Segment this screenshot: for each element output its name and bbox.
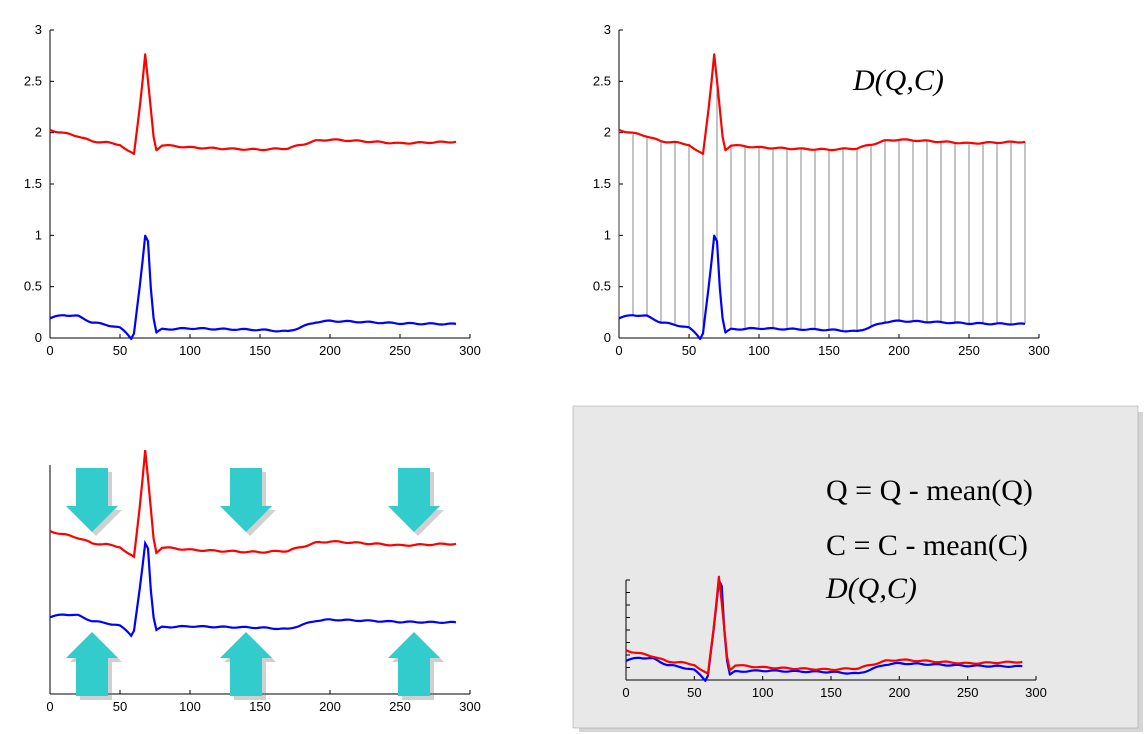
chart-offset-shift: 0 50 100 150 200 250 300: [46, 449, 481, 714]
arrow-up-icon: [388, 632, 440, 696]
c-mean-formula: C = C - mean(C): [826, 529, 1028, 562]
arrow-up-icon: [220, 632, 272, 696]
arrow-down-icon: [220, 468, 272, 532]
series-c-line: [618, 234, 1026, 340]
x-tick-label: 200: [319, 699, 341, 714]
series-c-line: [625, 579, 1023, 682]
x-tick-label: 50: [113, 343, 127, 358]
y-tick-label: 1.5: [593, 176, 611, 191]
normalized-panel: [572, 405, 1139, 729]
series-c-line: [49, 234, 457, 340]
x-tick-label: 100: [179, 699, 201, 714]
x-tick-label: 250: [389, 343, 411, 358]
x-tick-label: 200: [888, 343, 910, 358]
series-q-line: [625, 575, 1023, 675]
normalized-distance-label: D(Q,C): [825, 572, 917, 605]
y-tick-label: 1: [604, 227, 611, 242]
series-q-line: [618, 53, 1026, 155]
x-tick-label: 0: [615, 343, 622, 358]
x-tick-label: 250: [389, 699, 411, 714]
y-tick-label: 0.5: [593, 279, 611, 294]
series-q-line: [49, 53, 457, 155]
x-tick-label: 300: [459, 343, 481, 358]
x-tick-label: 100: [179, 343, 201, 358]
x-tick-label: 250: [957, 685, 979, 700]
series-c-line: [49, 539, 457, 638]
x-tick-label: 150: [820, 685, 842, 700]
chart-raw-series: 0 50 100 150 200 250 300 0 0.5 1 1.5 2 2.5 3: [24, 22, 481, 358]
x-tick-label: 150: [249, 699, 271, 714]
x-tick-label: 300: [1025, 685, 1047, 700]
x-tick-label: 150: [249, 343, 271, 358]
x-tick-label: 200: [319, 343, 341, 358]
x-tick-label: 300: [1028, 343, 1050, 358]
x-tick-label: 50: [682, 343, 696, 358]
arrow-down-icon: [66, 468, 118, 532]
y-tick-label: 1: [35, 227, 42, 242]
x-tick-label: 300: [459, 699, 481, 714]
x-tick-label: 100: [752, 685, 774, 700]
y-tick-label: 2: [35, 125, 42, 140]
y-tick-label: 1.5: [24, 176, 42, 191]
x-tick-label: 200: [888, 685, 910, 700]
y-tick-label: 0: [604, 330, 611, 345]
y-tick-label: 0: [35, 330, 42, 345]
y-tick-label: 2: [604, 125, 611, 140]
x-tick-label: 150: [818, 343, 840, 358]
distance-label: D(Q,C): [852, 64, 944, 97]
x-tick-label: 50: [113, 699, 127, 714]
chart-normalized: 0 50 100 150 200 250 300: [622, 575, 1047, 700]
y-tick-label: 0.5: [24, 279, 42, 294]
y-tick-label: 2.5: [24, 73, 42, 88]
y-tick-label: 2.5: [593, 73, 611, 88]
x-tick-label: 0: [46, 699, 53, 714]
y-tick-label: 3: [604, 22, 611, 37]
x-tick-label: 100: [748, 343, 770, 358]
x-tick-label: 0: [46, 343, 53, 358]
arrow-down-icon: [388, 468, 440, 532]
q-mean-formula: Q = Q - mean(Q): [826, 474, 1033, 507]
x-tick-label: 0: [622, 685, 629, 700]
x-tick-label: 50: [687, 685, 701, 700]
chart-euclidean-distance: 0 50 100 150 200 250 300 0 0.5 1 1.5 2 2.5 3: [593, 22, 1050, 358]
x-tick-label: 250: [958, 343, 980, 358]
y-tick-label: 3: [35, 22, 42, 37]
arrow-up-icon: [66, 632, 118, 696]
series-q-line: [49, 449, 457, 559]
